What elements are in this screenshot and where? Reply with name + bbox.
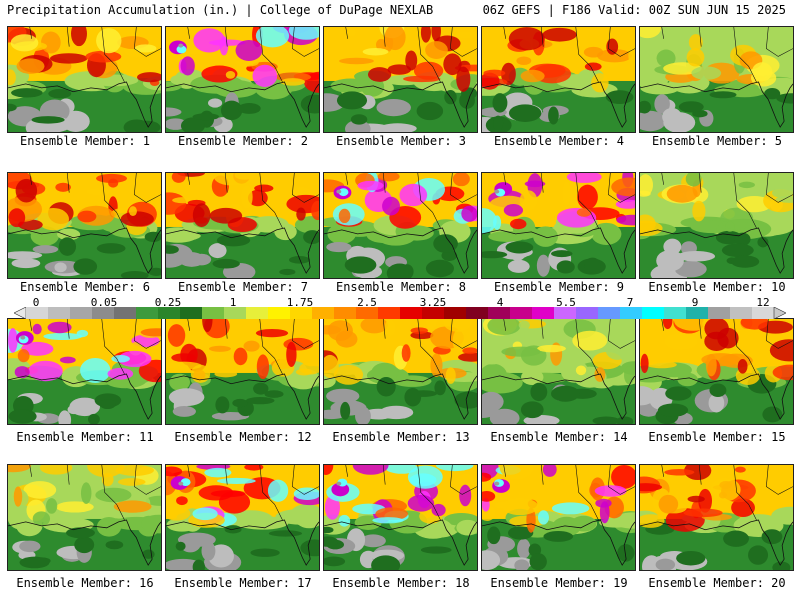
ensemble-member-label: Ensemble Member: 7	[177, 280, 309, 294]
colorbar-swatch	[92, 307, 115, 319]
ensemble-member-label: Ensemble Member: 20	[648, 576, 786, 590]
colorbar-swatch	[598, 307, 621, 319]
colorbar-swatch	[136, 307, 159, 319]
ensemble-member-map	[7, 464, 162, 571]
colorbar-swatch	[422, 307, 445, 319]
ensemble-member-label: Ensemble Member: 17	[174, 576, 312, 590]
colorbar-tick-label: 0.25	[154, 296, 182, 309]
ensemble-member-map	[639, 26, 794, 133]
ensemble-member-map	[323, 172, 478, 279]
ensemble-member-label: Ensemble Member: 2	[177, 134, 309, 148]
ensemble-member-map	[7, 318, 162, 425]
colorbar-tick-label: 1	[229, 296, 237, 309]
colorbar-swatch	[576, 307, 599, 319]
ensemble-member-label: Ensemble Member: 15	[648, 430, 786, 444]
ensemble-member-map	[165, 26, 320, 133]
colorbar-tick-label: 1.75	[286, 296, 314, 309]
ensemble-member-label: Ensemble Member: 13	[332, 430, 470, 444]
colorbar-swatch	[444, 307, 467, 319]
colorbar	[14, 307, 786, 319]
ensemble-member-label: Ensemble Member: 8	[335, 280, 467, 294]
ensemble-member-map	[639, 464, 794, 571]
colorbar-swatch	[400, 307, 423, 319]
ensemble-member-map	[323, 464, 478, 571]
ensemble-member-map	[639, 318, 794, 425]
colorbar-swatch	[708, 307, 731, 319]
colorbar-tick-label: 9	[691, 296, 699, 309]
colorbar-swatch	[466, 307, 489, 319]
colorbar-swatch	[246, 307, 269, 319]
ensemble-member-map	[165, 464, 320, 571]
ensemble-member-map	[165, 318, 320, 425]
ensemble-member-label: Ensemble Member: 19	[490, 576, 628, 590]
colorbar-tick-label: 4	[496, 296, 504, 309]
colorbar-swatch	[180, 307, 203, 319]
colorbar-swatch	[158, 307, 181, 319]
colorbar-swatch	[114, 307, 137, 319]
ensemble-member-map	[165, 172, 320, 279]
ensemble-member-label: Ensemble Member: 6	[19, 280, 151, 294]
colorbar-swatch	[488, 307, 511, 319]
ensemble-member-map	[481, 464, 636, 571]
colorbar-swatch	[642, 307, 665, 319]
colorbar-swatch	[664, 307, 687, 319]
colorbar-swatch	[202, 307, 225, 319]
colorbar-tick-label: 0.05	[90, 296, 118, 309]
colorbar-right-arrow	[773, 307, 786, 319]
ensemble-member-map	[323, 318, 478, 425]
colorbar-tick-label: 5.5	[556, 296, 576, 309]
ensemble-member-label: Ensemble Member: 11	[16, 430, 154, 444]
colorbar-swatch	[268, 307, 291, 319]
ensemble-member-label: Ensemble Member: 14	[490, 430, 628, 444]
ensemble-member-map	[7, 26, 162, 133]
model-valid-time: 06Z GEFS | F186 Valid: 00Z SUN JUN 15 20…	[482, 3, 786, 17]
colorbar-tick-label: 7	[626, 296, 634, 309]
colorbar-swatch	[752, 307, 775, 319]
ensemble-member-map	[481, 26, 636, 133]
ensemble-member-label: Ensemble Member: 1	[19, 134, 151, 148]
ensemble-member-map	[323, 26, 478, 133]
colorbar-left-arrow	[14, 307, 27, 319]
ensemble-member-label: Ensemble Member: 5	[651, 134, 783, 148]
ensemble-member-label: Ensemble Member: 3	[335, 134, 467, 148]
colorbar-swatch	[290, 307, 313, 319]
colorbar-swatch	[510, 307, 533, 319]
ensemble-member-label: Ensemble Member: 4	[493, 134, 625, 148]
colorbar-swatch	[620, 307, 643, 319]
ensemble-member-label: Ensemble Member: 18	[332, 576, 470, 590]
ensemble-member-map	[481, 172, 636, 279]
colorbar-swatch	[532, 307, 555, 319]
ensemble-member-label: Ensemble Member: 9	[493, 280, 625, 294]
colorbar-tick-label: 12	[756, 296, 770, 309]
colorbar-tick-label: 0	[32, 296, 40, 309]
colorbar-swatch	[356, 307, 379, 319]
colorbar-swatch	[26, 307, 49, 319]
colorbar-tick-label: 3.25	[419, 296, 447, 309]
colorbar-swatch	[70, 307, 93, 319]
ensemble-member-map	[7, 172, 162, 279]
colorbar-swatch	[730, 307, 753, 319]
colorbar-swatch	[312, 307, 335, 319]
map-title: Precipitation Accumulation (in.) | Colle…	[7, 3, 434, 17]
colorbar-tick-label: 2.5	[357, 296, 377, 309]
ensemble-member-label: Ensemble Member: 10	[648, 280, 786, 294]
colorbar-swatch	[224, 307, 247, 319]
colorbar-swatch	[686, 307, 709, 319]
colorbar-swatch	[334, 307, 357, 319]
colorbar-swatch	[48, 307, 71, 319]
ensemble-member-label: Ensemble Member: 16	[16, 576, 154, 590]
colorbar-swatch	[554, 307, 577, 319]
ensemble-member-map	[639, 172, 794, 279]
ensemble-member-label: Ensemble Member: 12	[174, 430, 312, 444]
colorbar-swatch	[378, 307, 401, 319]
ensemble-member-map	[481, 318, 636, 425]
